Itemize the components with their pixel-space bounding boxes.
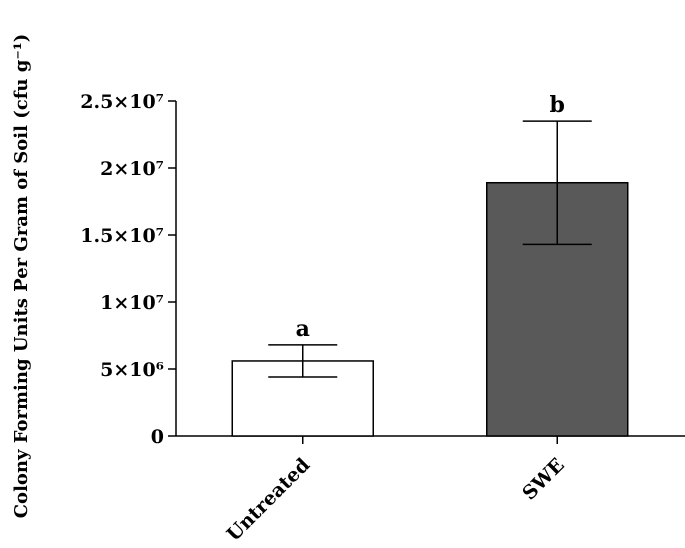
y-axis-label: Colony Forming Units Per Gram of Soil (c…: [11, 34, 32, 519]
x-tick-label: Untreated: [223, 454, 315, 546]
bars: ab: [231, 92, 629, 437]
x-axis: Untreated SWE: [176, 435, 685, 546]
x-tick-label: SWE: [518, 454, 569, 505]
y-tick-label: 1.5×10⁷: [80, 225, 164, 247]
y-tick-label: 2×10⁷: [100, 158, 164, 180]
significance-label: a: [296, 316, 310, 342]
y-tick-label: 0: [151, 426, 164, 448]
y-tick-label: 5×10⁶: [100, 359, 164, 381]
y-tick-label: 2.5×10⁷: [80, 91, 164, 113]
y-axis: 0 5×10⁶ 1×10⁷ 1.5×10⁷ 2×10⁷ 2.5×10⁷: [80, 91, 177, 448]
significance-label: b: [550, 92, 565, 118]
y-tick-label: 1×10⁷: [100, 292, 164, 314]
